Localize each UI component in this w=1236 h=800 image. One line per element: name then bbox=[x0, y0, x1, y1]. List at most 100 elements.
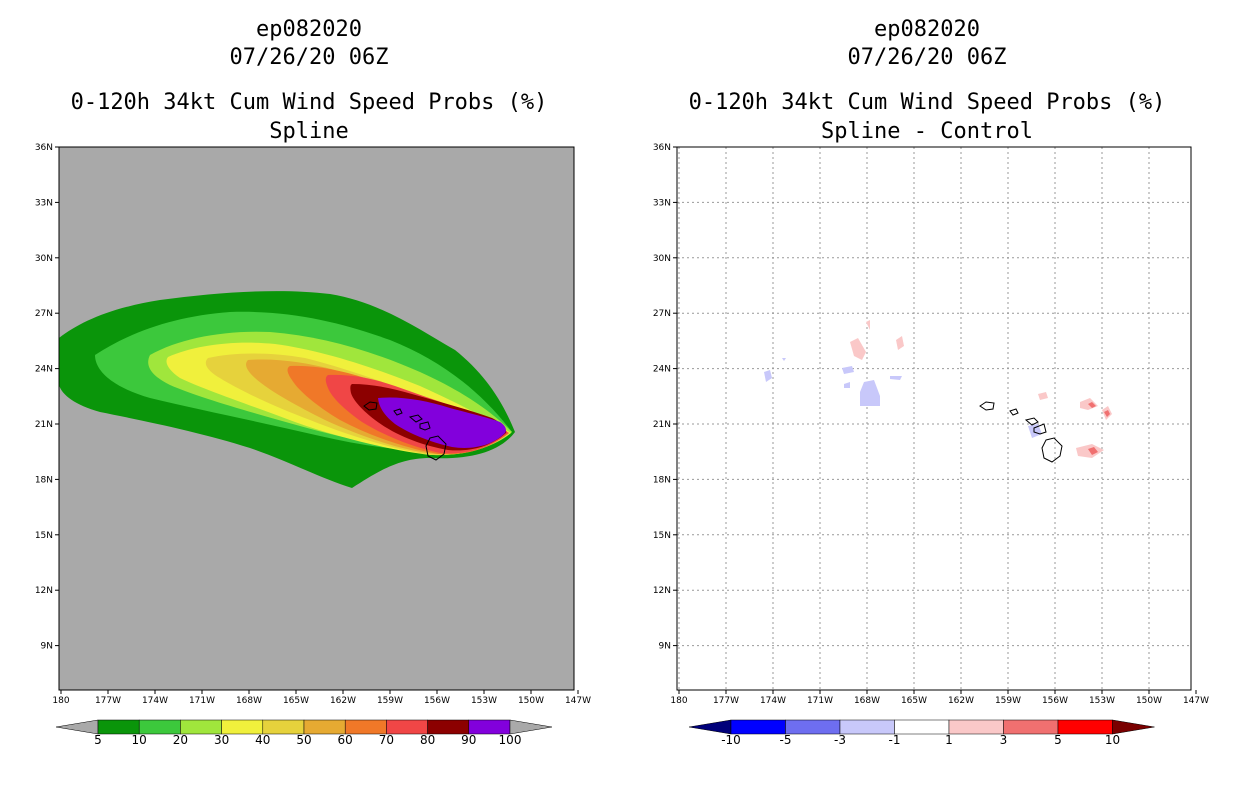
lon-label: 147W bbox=[565, 696, 591, 706]
lat-label: 15N bbox=[653, 531, 671, 541]
diff-blob bbox=[764, 370, 772, 382]
diff-blob bbox=[842, 366, 854, 374]
lat-label: 15N bbox=[35, 531, 53, 541]
colorbar-swatch bbox=[948, 719, 1004, 735]
colorbar-swatch bbox=[262, 719, 305, 735]
lat-lon-grid bbox=[677, 147, 1191, 690]
colorbar-end-high bbox=[509, 719, 553, 735]
panel-spline: ep082020 07/26/20 06Z 0-120h 34kt Cum Wi… bbox=[35, 17, 591, 748]
lat-label: 36N bbox=[653, 143, 671, 153]
contour-90 bbox=[378, 397, 506, 448]
colorbar-swatch bbox=[894, 719, 950, 735]
lon-label: 150W bbox=[518, 696, 544, 706]
colorbar-label: 5 bbox=[1054, 733, 1062, 747]
lon-label: 180 bbox=[52, 696, 69, 706]
colorbar-end-high bbox=[1112, 719, 1155, 735]
colorbar-swatch bbox=[97, 719, 140, 735]
lon-label: 153W bbox=[471, 696, 497, 706]
lon-label: 162W bbox=[948, 696, 974, 706]
lon-label: 159W bbox=[995, 696, 1021, 706]
diff-blob bbox=[890, 376, 902, 380]
subtitle: Spline bbox=[269, 119, 349, 144]
diff-blob bbox=[860, 380, 880, 406]
probability-contours bbox=[59, 291, 515, 488]
map-frame bbox=[58, 146, 575, 691]
colorbar-label: 3 bbox=[1000, 733, 1008, 747]
lat-label: 9N bbox=[41, 642, 53, 652]
diff-blob bbox=[1038, 392, 1048, 400]
map-frame bbox=[676, 146, 1192, 691]
lon-label: 168W bbox=[854, 696, 880, 706]
lon-label: 162W bbox=[330, 696, 356, 706]
colorbar-swatch bbox=[221, 719, 264, 735]
diff-blob bbox=[1104, 410, 1110, 417]
lon-label: 177W bbox=[95, 696, 121, 706]
lon-label: 174W bbox=[760, 696, 786, 706]
longitude-axis: 180 177W 174W 171W 168W 165W 162W 159W 156W 153W 1… bbox=[52, 690, 591, 706]
lat-label: 24N bbox=[653, 365, 671, 375]
lat-label: 12N bbox=[35, 586, 53, 596]
lon-label: 171W bbox=[807, 696, 833, 706]
colorbar-swatch bbox=[386, 719, 428, 735]
colorbar-swatch bbox=[839, 719, 895, 735]
colorbar-label: -3 bbox=[834, 733, 846, 747]
panel-spline-minus-control: ep082020 07/26/20 06Z 0-120h 34kt Cum Wi… bbox=[618, 0, 1236, 800]
lat-label: 12N bbox=[653, 586, 671, 596]
latitude-axis: 36N 33N 30N 27N 24N 21N 18N 15N 12N 9N bbox=[35, 143, 59, 652]
difference-contours bbox=[764, 320, 1112, 458]
lat-label: 9N bbox=[659, 642, 671, 652]
lon-label: 171W bbox=[189, 696, 215, 706]
lat-label: 27N bbox=[35, 309, 53, 319]
colorbar: -10 -5 -3 -1 1 3 5 10 bbox=[688, 719, 1155, 747]
lat-label: 30N bbox=[35, 254, 53, 264]
lon-label: 174W bbox=[142, 696, 168, 706]
lon-label: 147W bbox=[1183, 696, 1209, 706]
lat-label: 21N bbox=[653, 420, 671, 430]
map-svg-left: 36N 33N 30N 27N 24N 21N 18N 15N 12N 9N 180 177W 174… bbox=[35, 143, 591, 747]
lat-label: 21N bbox=[35, 420, 53, 430]
colorbar-label: 70 bbox=[379, 733, 394, 747]
diff-blob bbox=[866, 320, 870, 330]
map-background bbox=[677, 147, 1191, 690]
lon-label: 153W bbox=[1089, 696, 1115, 706]
colorbar-swatch bbox=[138, 719, 181, 735]
lat-label: 36N bbox=[35, 143, 53, 153]
diff-blob bbox=[1088, 402, 1096, 408]
map-svg-right: 36N 33N 30N 27N 24N 21N 18N 15N 12N 9N 180 177W 174… bbox=[653, 143, 1209, 747]
colorbar-label: 1 bbox=[945, 733, 953, 747]
colorbar-swatch bbox=[730, 719, 786, 735]
lat-label: 18N bbox=[35, 475, 53, 485]
lon-label: 156W bbox=[1042, 696, 1068, 706]
lon-label: 168W bbox=[236, 696, 262, 706]
colorbar-label: 100 bbox=[499, 733, 522, 747]
colorbar-label: 50 bbox=[296, 733, 311, 747]
colorbar-swatch bbox=[427, 719, 470, 735]
lon-label: 159W bbox=[377, 696, 403, 706]
diff-blob bbox=[1028, 424, 1042, 438]
lon-label: 150W bbox=[1136, 696, 1162, 706]
lon-label: 165W bbox=[901, 696, 927, 706]
longitude-axis: 180 177W 174W 171W 168W 165W 162W 159W 156W 153W 1… bbox=[670, 690, 1209, 706]
diff-blob bbox=[844, 382, 850, 388]
lat-label: 18N bbox=[653, 475, 671, 485]
lat-label: 24N bbox=[35, 365, 53, 375]
datetime-title: 07/26/20 06Z bbox=[847, 45, 1007, 70]
lat-label: 27N bbox=[653, 309, 671, 319]
lon-label: 165W bbox=[283, 696, 309, 706]
product-title: 0-120h 34kt Cum Wind Speed Probs (%) bbox=[688, 90, 1166, 115]
hawaii-coastline bbox=[363, 401, 447, 461]
storm-id-title: ep082020 bbox=[256, 17, 362, 42]
storm-id-title: ep082020 bbox=[874, 17, 980, 42]
colorbar-label: 30 bbox=[214, 733, 229, 747]
product-title: 0-120h 34kt Cum Wind Speed Probs (%) bbox=[70, 90, 548, 115]
colorbar-swatch bbox=[303, 719, 346, 735]
lon-label: 156W bbox=[424, 696, 450, 706]
colorbar-label: 20 bbox=[173, 733, 188, 747]
diff-blob bbox=[896, 336, 904, 350]
lon-label: 177W bbox=[713, 696, 739, 706]
colorbar-label: -5 bbox=[780, 733, 792, 747]
colorbar-label: 80 bbox=[420, 733, 435, 747]
colorbar-label: -10 bbox=[721, 733, 741, 747]
hawaii-coastline bbox=[979, 401, 1063, 463]
subtitle: Spline - Control bbox=[821, 119, 1033, 144]
